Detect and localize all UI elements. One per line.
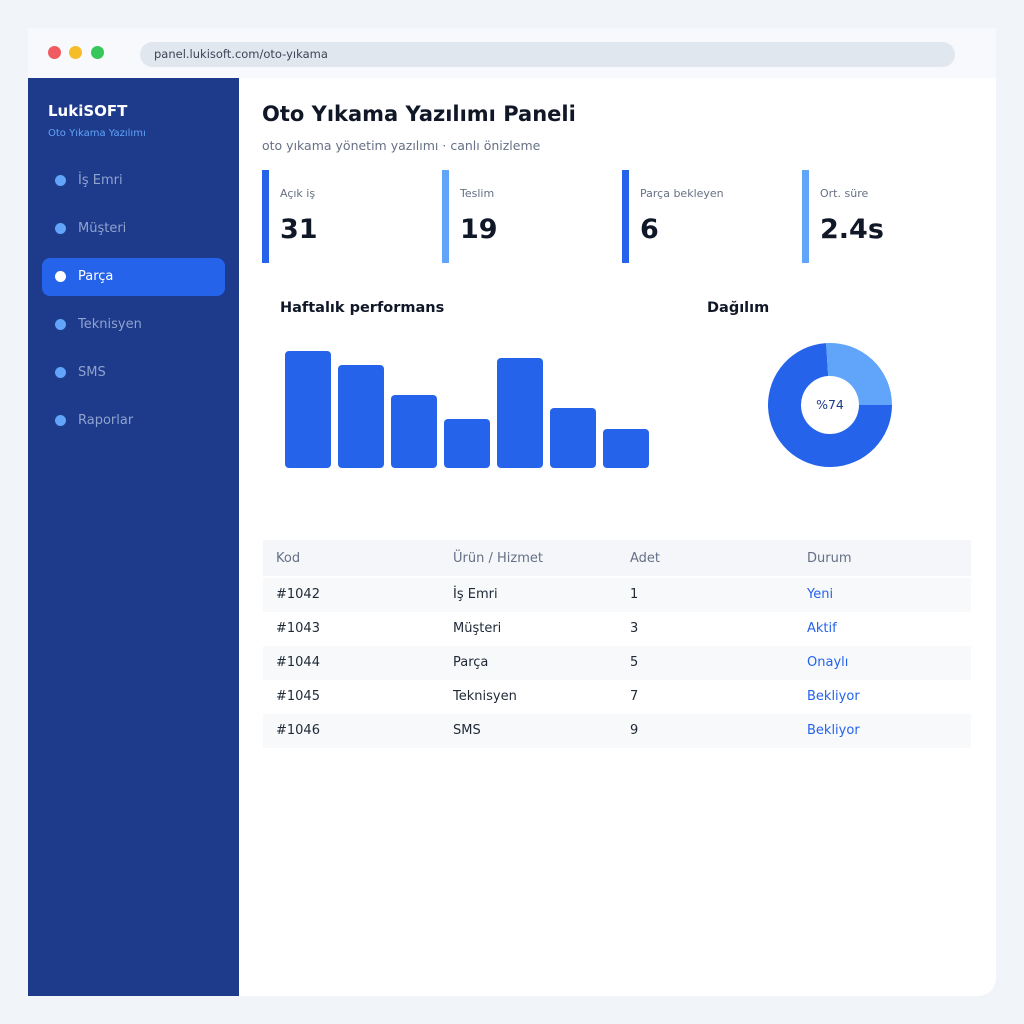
sidebar-item-musteri[interactable]: Müşteri xyxy=(42,210,225,248)
stat-value: 19 xyxy=(460,214,498,245)
chart-bar xyxy=(550,408,596,468)
donut-center-label: %74 xyxy=(816,397,844,412)
orders-table: Kod Ürün / Hizmet Adet Durum #1042 İş Em… xyxy=(263,540,971,748)
stat-card-acik-is: Açık iş 31 xyxy=(262,170,432,263)
cell-quantity: 5 xyxy=(630,655,639,670)
donut-chart-title: Dağılım xyxy=(707,300,770,316)
cell-item: Teknisyen xyxy=(453,689,517,704)
status-badge: Aktif xyxy=(807,621,837,636)
browser-titlebar: panel.lukisoft.com/oto-yıkama xyxy=(28,28,996,78)
stat-label: Açık iş xyxy=(280,187,316,200)
sidebar-item-teknisyen[interactable]: Teknisyen xyxy=(42,306,225,344)
maximize-window-button[interactable] xyxy=(91,46,104,59)
sidebar-item-is-emri[interactable]: İş Emri xyxy=(42,162,225,200)
bullet-icon xyxy=(55,319,66,330)
donut-chart xyxy=(768,343,892,467)
stat-value: 31 xyxy=(280,214,318,245)
chart-bar xyxy=(391,395,437,468)
bullet-icon xyxy=(55,415,66,426)
stat-value: 6 xyxy=(640,214,659,245)
close-window-button[interactable] xyxy=(48,46,61,59)
sidebar-item-label: Teknisyen xyxy=(78,317,142,332)
sidebar-item-label: Müşteri xyxy=(78,221,127,236)
cell-item: Müşteri xyxy=(453,621,502,636)
bullet-icon xyxy=(55,223,66,234)
sidebar-item-sms[interactable]: SMS xyxy=(42,354,225,392)
stat-card-ort-sure: Ort. süre 2.4s xyxy=(802,170,972,263)
donut-slice xyxy=(826,343,892,405)
status-badge: Bekliyor xyxy=(807,723,860,738)
page-subtitle: oto yıkama yönetim yazılımı · canlı öniz… xyxy=(262,138,541,153)
column-header[interactable]: Ürün / Hizmet xyxy=(453,551,543,566)
sidebar-item-label: Raporlar xyxy=(78,413,134,428)
address-bar[interactable]: panel.lukisoft.com/oto-yıkama xyxy=(140,42,955,67)
chart-bar xyxy=(444,419,490,468)
column-header[interactable]: Adet xyxy=(630,551,661,566)
bar-chart xyxy=(285,348,665,468)
stat-card-parca-bekleyen: Parça bekleyen 6 xyxy=(622,170,792,263)
sidebar-item-label: SMS xyxy=(78,365,106,380)
cell-item: Parça xyxy=(453,655,489,670)
cell-item: SMS xyxy=(453,723,481,738)
table-row[interactable]: #1044 Parça 5 Onaylı xyxy=(263,646,971,680)
main-content: Oto Yıkama Yazılımı Paneli oto yıkama yö… xyxy=(239,78,996,996)
stat-label: Teslim xyxy=(460,187,495,200)
cell-code: #1042 xyxy=(276,587,320,602)
cell-quantity: 9 xyxy=(630,723,639,738)
bar-chart-title: Haftalık performans xyxy=(280,300,445,316)
cell-quantity: 7 xyxy=(630,689,639,704)
donut-slice xyxy=(768,343,892,467)
column-header[interactable]: Durum xyxy=(807,551,852,566)
cell-quantity: 1 xyxy=(630,587,639,602)
bullet-icon xyxy=(55,175,66,186)
stat-value: 2.4s xyxy=(820,214,884,245)
stat-label: Parça bekleyen xyxy=(640,187,724,200)
chart-bar xyxy=(285,351,331,468)
brand-title: LukiSOFT xyxy=(48,102,128,120)
cell-code: #1045 xyxy=(276,689,320,704)
sidebar: LukiSOFT Oto Yıkama Yazılımı İş Emri Müş… xyxy=(28,78,239,996)
stat-card-teslim: Teslim 19 xyxy=(442,170,612,263)
chart-bar xyxy=(338,365,384,468)
table-header-row: Kod Ürün / Hizmet Adet Durum xyxy=(263,540,971,576)
browser-window: panel.lukisoft.com/oto-yıkama LukiSOFT O… xyxy=(28,28,996,996)
stat-label: Ort. süre xyxy=(820,187,869,200)
bullet-icon xyxy=(55,367,66,378)
sidebar-item-label: İş Emri xyxy=(78,173,123,188)
minimize-window-button[interactable] xyxy=(69,46,82,59)
column-header[interactable]: Kod xyxy=(276,551,301,566)
table-row[interactable]: #1045 Teknisyen 7 Bekliyor xyxy=(263,680,971,714)
sidebar-item-parca[interactable]: Parça xyxy=(42,258,225,296)
cell-item: İş Emri xyxy=(453,587,498,602)
bullet-icon xyxy=(55,271,66,282)
cell-code: #1044 xyxy=(276,655,320,670)
cell-code: #1046 xyxy=(276,723,320,738)
status-badge: Onaylı xyxy=(807,655,849,670)
chart-bar xyxy=(497,358,543,468)
table-row[interactable]: #1046 SMS 9 Bekliyor xyxy=(263,714,971,748)
table-row[interactable]: #1042 İş Emri 1 Yeni xyxy=(263,578,971,612)
status-badge: Bekliyor xyxy=(807,689,860,704)
chart-bar xyxy=(603,429,649,468)
sidebar-item-raporlar[interactable]: Raporlar xyxy=(42,402,225,440)
brand-subtitle: Oto Yıkama Yazılımı xyxy=(48,128,146,139)
page-title: Oto Yıkama Yazılımı Paneli xyxy=(262,102,576,126)
table-row[interactable]: #1043 Müşteri 3 Aktif xyxy=(263,612,971,646)
cell-quantity: 3 xyxy=(630,621,639,636)
cell-code: #1043 xyxy=(276,621,320,636)
status-badge: Yeni xyxy=(807,587,834,602)
sidebar-item-label: Parça xyxy=(78,269,114,284)
